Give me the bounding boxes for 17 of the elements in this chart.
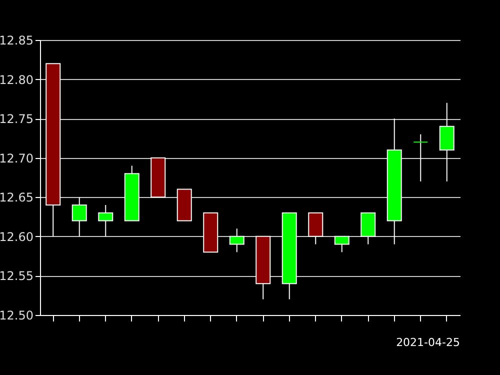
y-tick-label: 12.65 <box>0 190 34 205</box>
y-tick-label: 12.60 <box>0 230 34 244</box>
candlestick <box>413 134 428 182</box>
candlestick <box>360 212 376 245</box>
y-tick-label: 12.70 <box>0 151 34 166</box>
text: 2021-04-25 <box>396 336 460 349</box>
candlestick <box>439 102 454 182</box>
candlestick <box>308 212 324 245</box>
y-tick-label: 12.85 <box>0 34 34 48</box>
y-tick-label: 12.50 <box>0 308 34 322</box>
y-tick-label: 12.80 <box>0 72 34 87</box>
candlestick <box>334 236 350 253</box>
candlestick <box>72 196 87 237</box>
y-tick-label: 12.55 <box>0 269 34 284</box>
y-tick-label: 12.75 <box>0 112 34 126</box>
candlestick <box>229 228 244 253</box>
candlestick <box>98 204 114 237</box>
